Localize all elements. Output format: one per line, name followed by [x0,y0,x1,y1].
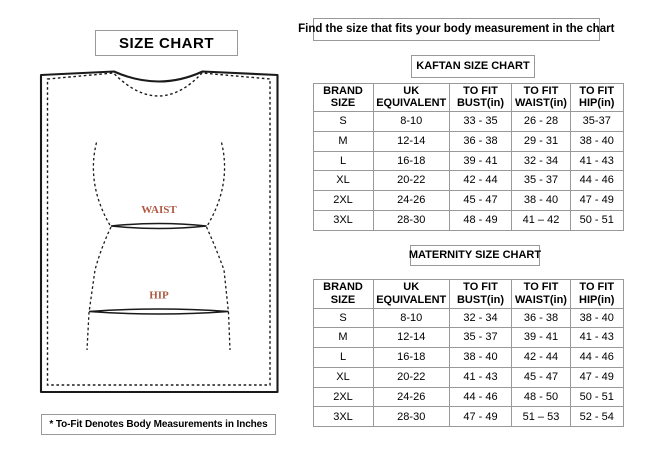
svg-text:HIP: HIP [149,290,169,302]
svg-text:WAIST: WAIST [141,204,177,216]
